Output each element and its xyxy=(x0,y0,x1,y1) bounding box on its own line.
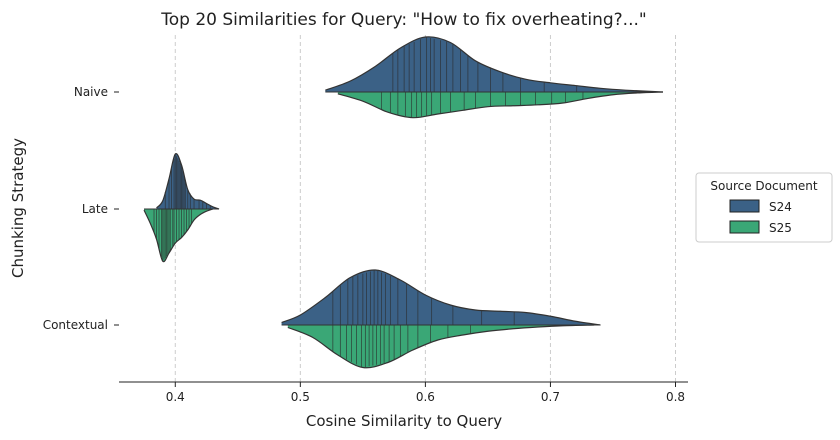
violin-s24-late xyxy=(156,153,220,209)
x-tick-label: 0.7 xyxy=(541,390,560,404)
legend: Source Document S24 S25 xyxy=(695,172,833,243)
violin-s25-contextual xyxy=(287,325,595,368)
violins xyxy=(144,36,663,368)
violin-s24-naive xyxy=(325,36,663,92)
violin-s24-contextual xyxy=(281,269,601,325)
legend-swatch-s25 xyxy=(729,220,760,234)
violin-outline-s25-late xyxy=(143,208,213,263)
violin-outlines xyxy=(143,36,664,369)
y-axis-ticks: Naive Late Contextual xyxy=(43,85,119,332)
x-tick-label: 0.4 xyxy=(166,390,185,404)
violin-outline-s24-contextual xyxy=(281,269,601,326)
legend-label-s24: S24 xyxy=(769,200,792,214)
y-tick-label-naive: Naive xyxy=(74,85,108,99)
legend-label-s25: S25 xyxy=(769,221,792,235)
y-tick-label-late: Late xyxy=(82,202,108,216)
violin-outline-s25-contextual xyxy=(287,324,595,369)
violin-outline-s25-naive xyxy=(337,91,664,119)
x-tick-label: 0.5 xyxy=(291,390,310,404)
x-tick-label: 0.8 xyxy=(666,390,685,404)
violin-s25-naive xyxy=(337,92,663,118)
x-tick-label: 0.6 xyxy=(416,390,435,404)
violin-outline-s24-naive xyxy=(325,36,664,93)
x-axis-ticks: 0.4 0.5 0.6 0.7 0.8 xyxy=(166,382,685,404)
chart-title: Top 20 Similarities for Query: "How to f… xyxy=(160,10,646,30)
y-axis-label: Chunking Strategy xyxy=(9,138,27,278)
legend-swatch-s24 xyxy=(729,199,760,213)
x-axis-label: Cosine Similarity to Query xyxy=(306,412,502,430)
legend-title: Source Document xyxy=(710,179,817,193)
violin-outline-s24-late xyxy=(156,152,220,210)
y-tick-label-contextual: Contextual xyxy=(43,318,108,332)
rug-lines xyxy=(153,37,584,367)
